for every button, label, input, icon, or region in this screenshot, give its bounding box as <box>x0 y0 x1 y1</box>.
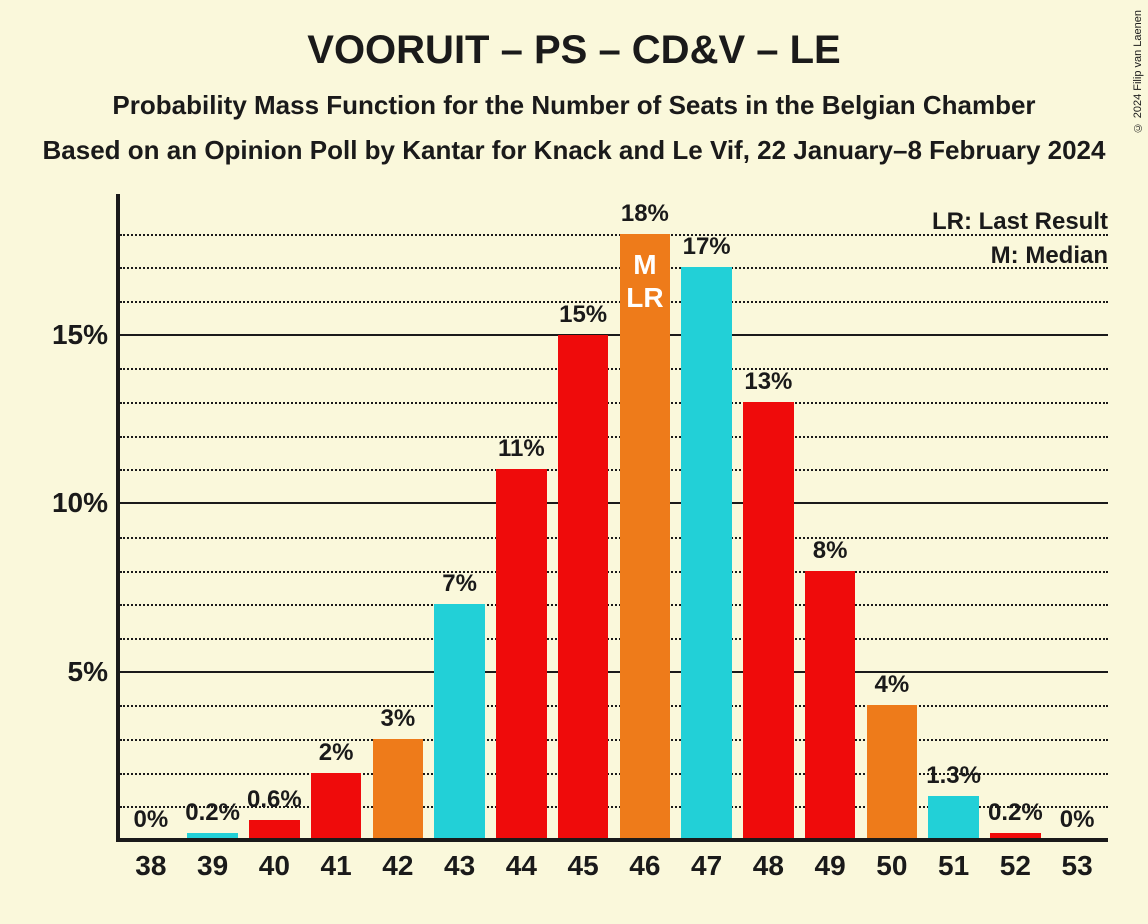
x-axis-label: 43 <box>444 850 475 882</box>
x-axis-label: 52 <box>1000 850 1031 882</box>
major-gridline <box>120 671 1108 673</box>
bar-51 <box>928 796 979 840</box>
bar-41 <box>311 773 362 840</box>
bar-48 <box>743 402 794 840</box>
minor-gridline <box>120 638 1108 640</box>
bar-label-40: 0.6% <box>247 786 302 814</box>
bar-47 <box>681 267 732 840</box>
x-axis-label: 42 <box>382 850 413 882</box>
bar-label-46: 18% <box>621 200 669 228</box>
minor-gridline <box>120 537 1108 539</box>
bar-inner-label-46: MLR <box>626 249 663 313</box>
plot-area: 5%10%15%0%0.2%0.6%2%3%7%11%15%18%MLR17%1… <box>120 200 1108 840</box>
bar-label-52: 0.2% <box>988 799 1043 827</box>
x-axis-label: 45 <box>568 850 599 882</box>
x-axis <box>116 838 1108 842</box>
bar-label-44: 11% <box>498 435 545 463</box>
bar-label-39: 0.2% <box>185 799 240 827</box>
x-axis-label: 48 <box>753 850 784 882</box>
x-axis-label: 49 <box>815 850 846 882</box>
y-axis-label: 15% <box>52 319 108 351</box>
minor-gridline <box>120 436 1108 438</box>
minor-gridline <box>120 301 1108 303</box>
x-axis-label: 38 <box>135 850 166 882</box>
bar-50 <box>867 705 918 840</box>
minor-gridline <box>120 604 1108 606</box>
bar-label-38: 0% <box>134 806 169 834</box>
x-axis-label: 51 <box>938 850 969 882</box>
bar-label-53: 0% <box>1060 806 1095 834</box>
y-axis-label: 5% <box>68 656 108 688</box>
x-axis-label: 50 <box>876 850 907 882</box>
bar-label-41: 2% <box>319 739 354 767</box>
chart-subtitle-1: Probability Mass Function for the Number… <box>0 90 1148 121</box>
chart-container: © 2024 Filip van Laenen VOORUIT – PS – C… <box>0 0 1148 924</box>
x-axis-label: 53 <box>1062 850 1093 882</box>
minor-gridline <box>120 469 1108 471</box>
chart-title: VOORUIT – PS – CD&V – LE <box>0 28 1148 73</box>
bar-43 <box>434 604 485 840</box>
x-axis-label: 46 <box>629 850 660 882</box>
chart-subtitle-2: Based on an Opinion Poll by Kantar for K… <box>0 135 1148 166</box>
minor-gridline <box>120 234 1108 236</box>
x-axis-label: 39 <box>197 850 228 882</box>
x-axis-label: 47 <box>691 850 722 882</box>
bar-45 <box>558 335 609 840</box>
x-axis-label: 40 <box>259 850 290 882</box>
minor-gridline <box>120 267 1108 269</box>
bar-label-45: 15% <box>559 301 607 329</box>
bar-42 <box>373 739 424 840</box>
minor-gridline <box>120 739 1108 741</box>
x-axis-label: 44 <box>506 850 537 882</box>
minor-gridline <box>120 705 1108 707</box>
bar-label-49: 8% <box>813 537 848 565</box>
major-gridline <box>120 502 1108 504</box>
bar-label-50: 4% <box>875 671 910 699</box>
bar-44 <box>496 469 547 840</box>
minor-gridline <box>120 402 1108 404</box>
bar-label-43: 7% <box>442 570 477 598</box>
x-axis-label: 41 <box>321 850 352 882</box>
bar-49 <box>805 571 856 840</box>
bar-label-51: 1.3% <box>926 762 981 790</box>
major-gridline <box>120 334 1108 336</box>
bar-40 <box>249 820 300 840</box>
y-axis <box>116 194 120 842</box>
minor-gridline <box>120 571 1108 573</box>
bar-label-42: 3% <box>381 705 416 733</box>
y-axis-label: 10% <box>52 487 108 519</box>
bar-46 <box>620 234 671 840</box>
bar-label-48: 13% <box>744 368 792 396</box>
minor-gridline <box>120 368 1108 370</box>
bar-label-47: 17% <box>683 233 731 261</box>
